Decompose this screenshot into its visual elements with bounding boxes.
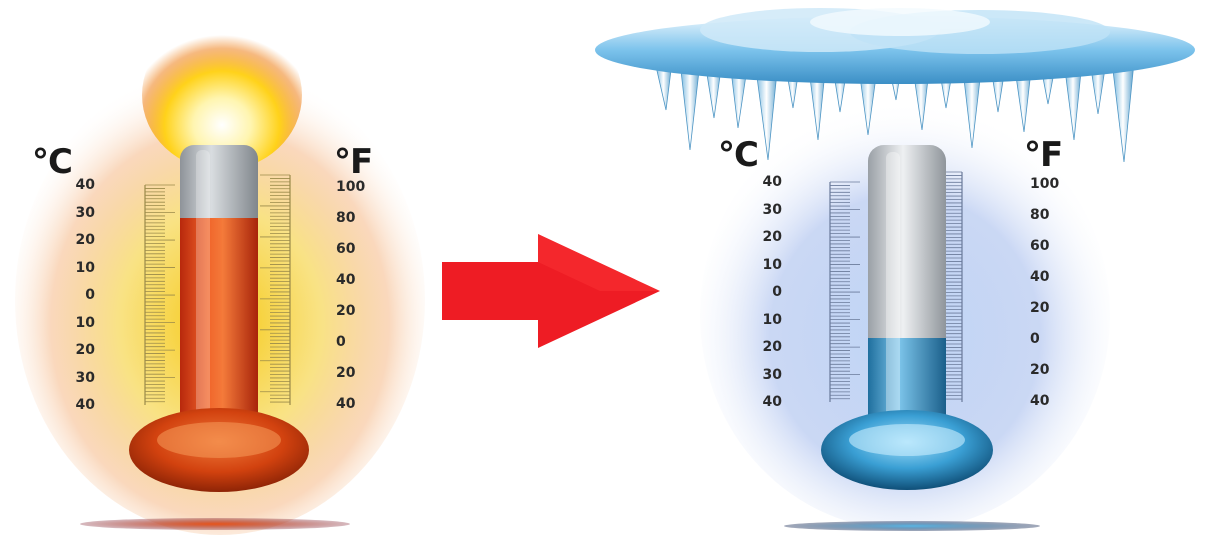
cold-thermometer xyxy=(595,8,1195,531)
cold-celsius-tick-label: 0 xyxy=(772,284,782,300)
hot-thermometer xyxy=(15,20,425,535)
cold-fahrenheit-tick-label: 0 xyxy=(1030,331,1040,347)
hot-fahrenheit-tick-label: 40 xyxy=(336,272,356,288)
hot-fahrenheit-tick-label: 60 xyxy=(336,241,356,257)
cold-fahrenheit-tick-label: 20 xyxy=(1030,362,1050,378)
flame-icon xyxy=(142,20,302,170)
hot-celsius-tick-label: 30 xyxy=(75,369,95,386)
cold-celsius-tick-label: 40 xyxy=(762,174,782,190)
cold-fahrenheit-tick-label: 100 xyxy=(1030,176,1060,192)
cold-celsius-tick-label: 30 xyxy=(762,366,782,383)
cold-celsius-tick-label: 10 xyxy=(762,256,782,273)
hot-celsius-tick-label: 40 xyxy=(75,397,95,413)
cold-celsius-tick-label: 20 xyxy=(762,339,782,355)
hot-fahrenheit-tick-label: 80 xyxy=(336,210,356,226)
cold-shadow xyxy=(784,521,1040,531)
hot-liquid-column xyxy=(180,218,258,445)
cold-fahrenheit-tick-label: 40 xyxy=(1030,393,1050,409)
cold-celsius-tick-label: 20 xyxy=(762,229,782,245)
hot-fahrenheit-tick-label: 0 xyxy=(336,334,346,350)
hot-celsius-tick-label: 0 xyxy=(85,287,95,303)
cold-celsius-tick-label: 30 xyxy=(762,201,782,218)
arrow-right-icon xyxy=(442,234,660,348)
cold-fahrenheit-unit-label: °F xyxy=(1024,135,1063,175)
hot-fahrenheit-tick-label: 100 xyxy=(336,179,366,195)
cold-celsius-tick-label: 40 xyxy=(762,394,782,410)
cold-fahrenheit-tick-label: 60 xyxy=(1030,238,1050,254)
cold-fahrenheit-tick-label: 20 xyxy=(1030,300,1050,316)
hot-celsius-tick-label: 20 xyxy=(75,232,95,248)
cold-celsius-tick-label: 10 xyxy=(762,311,782,328)
cold-fahrenheit-tick-label: 80 xyxy=(1030,207,1050,223)
hot-celsius-tick-label: 10 xyxy=(75,259,95,276)
hot-celsius-unit-label: °C xyxy=(32,142,73,182)
hot-celsius-tick-label: 30 xyxy=(75,204,95,221)
cold-fahrenheit-tick-label: 40 xyxy=(1030,269,1050,285)
hot-fahrenheit-tick-label: 40 xyxy=(336,396,356,412)
cold-celsius-unit-label: °C xyxy=(718,135,759,175)
hot-fahrenheit-unit-label: °F xyxy=(334,142,373,182)
hot-celsius-tick-label: 40 xyxy=(75,177,95,193)
hot-celsius-tick-label: 10 xyxy=(75,314,95,331)
hot-fahrenheit-tick-label: 20 xyxy=(336,303,356,319)
hot-fahrenheit-tick-label: 20 xyxy=(336,365,356,381)
ice-cloud-icon xyxy=(595,8,1195,84)
hot-celsius-tick-label: 20 xyxy=(75,342,95,358)
hot-shadow xyxy=(80,518,350,530)
